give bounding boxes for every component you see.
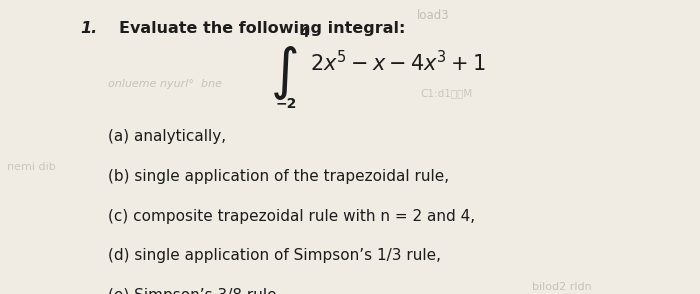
Text: $2x^5 - x - 4x^3 + 1$: $2x^5 - x - 4x^3 + 1$: [310, 50, 486, 75]
Text: (b) single application of the trapezoidal rule,: (b) single application of the trapezoida…: [108, 169, 449, 184]
Text: bilod2 rldn: bilod2 rldn: [532, 282, 592, 292]
Text: −2: −2: [275, 97, 297, 111]
Text: load3: load3: [416, 9, 449, 22]
Text: onlueme nyurl°  bne: onlueme nyurl° bne: [108, 79, 223, 89]
Text: (e) Simpson’s 3/8 rule: (e) Simpson’s 3/8 rule: [108, 288, 277, 294]
Text: nemi dib: nemi dib: [7, 162, 56, 172]
Text: 1.: 1.: [80, 21, 98, 36]
Text: $\int$: $\int$: [270, 44, 297, 102]
Text: (d) single application of Simpson’s 1/3 rule,: (d) single application of Simpson’s 1/3 …: [108, 248, 442, 263]
Text: Evaluate the following integral:: Evaluate the following integral:: [119, 21, 405, 36]
Text: (c) composite trapezoidal rule with n = 2 and 4,: (c) composite trapezoidal rule with n = …: [108, 209, 475, 224]
Text: C1:d1ಭಮM: C1:d1ಭಮM: [420, 88, 473, 98]
Text: (a) analytically,: (a) analytically,: [108, 129, 227, 144]
Text: 4: 4: [299, 26, 309, 41]
